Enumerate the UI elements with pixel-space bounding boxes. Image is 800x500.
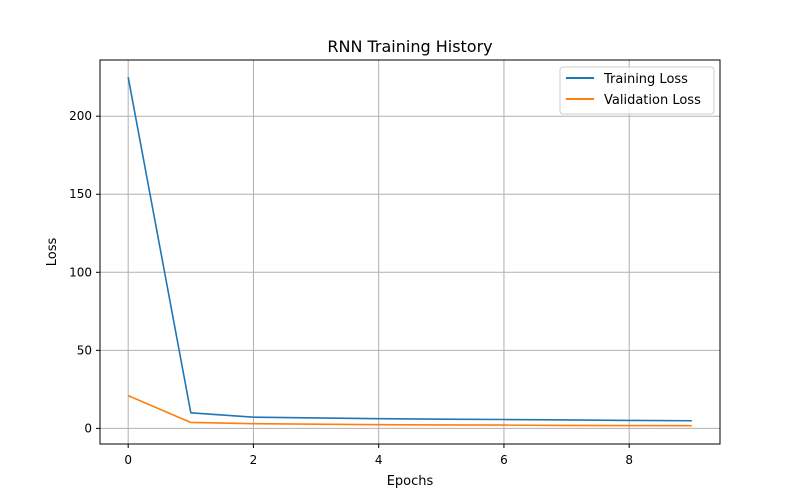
y-axis-ticks: 0 50 100 150 200: [69, 109, 100, 435]
legend-box: [559, 66, 715, 115]
y-tick-label: 50: [77, 343, 92, 357]
y-axis-label: Loss: [45, 238, 60, 267]
legend-label-training-loss: Training Loss: [603, 72, 688, 87]
plot-frame: [99, 59, 721, 445]
x-tick-label: 2: [250, 453, 258, 467]
x-axis-ticks: 0 2 4 6 8: [124, 444, 633, 467]
series-line-training-loss: [127, 77, 692, 422]
legend: Training Loss Validation Loss: [559, 66, 715, 115]
legend-label-validation-loss: Validation Loss: [604, 93, 701, 108]
x-tick-label: 4: [375, 453, 383, 467]
plot-area: [100, 60, 720, 444]
series-lines: [127, 77, 692, 427]
y-tick-label: 150: [69, 187, 92, 201]
x-axis-label: Epochs: [387, 474, 434, 489]
series-line-validation-loss: [127, 394, 692, 427]
y-tick-label: 100: [69, 265, 92, 279]
chart-title: RNN Training History: [327, 37, 492, 56]
x-tick-label: 8: [625, 453, 633, 467]
y-tick-label: 200: [69, 109, 92, 123]
y-tick-label: 0: [84, 421, 92, 435]
x-tick-label: 6: [500, 453, 508, 467]
x-tick-label: 0: [124, 453, 132, 467]
grid-lines: [100, 60, 720, 444]
